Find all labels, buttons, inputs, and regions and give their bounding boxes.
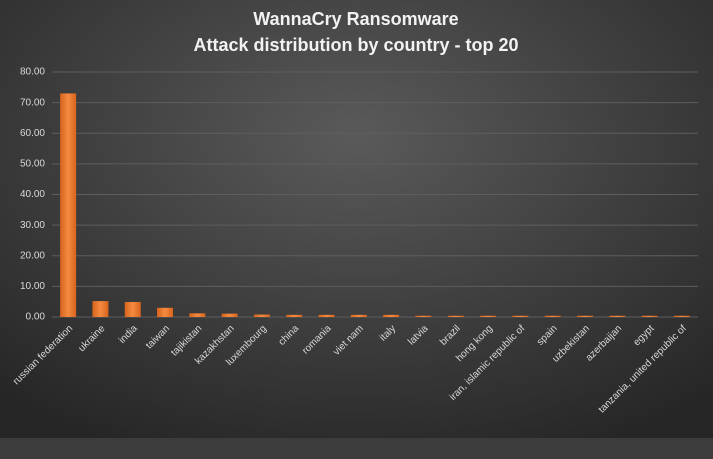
- bar: [576, 315, 593, 317]
- bar: [641, 315, 658, 317]
- bar: [447, 315, 464, 317]
- chart-subtitle: Attack distribution by country - top 20: [193, 35, 518, 55]
- bar: [318, 314, 335, 317]
- bar: [350, 314, 367, 317]
- y-tick-label: 10.00: [20, 281, 45, 292]
- y-tick-label: 0.00: [26, 312, 46, 323]
- y-tick-label: 40.00: [20, 189, 45, 200]
- bar: [221, 313, 238, 317]
- bar: [124, 301, 141, 317]
- y-tick-label: 50.00: [20, 159, 45, 170]
- bar: [609, 315, 626, 317]
- bar: [383, 314, 400, 317]
- bar: [512, 315, 529, 317]
- y-tick-label: 60.00: [20, 128, 45, 139]
- bar: [544, 315, 561, 317]
- y-tick-label: 30.00: [20, 220, 45, 231]
- bar: [480, 315, 497, 317]
- bar: [415, 315, 432, 317]
- y-tick-label: 70.00: [20, 97, 45, 108]
- y-tick-label: 80.00: [20, 67, 45, 78]
- y-tick-label: 20.00: [20, 250, 45, 261]
- bar: [60, 93, 77, 317]
- bottom-strip: [0, 438, 713, 459]
- bar: [157, 307, 174, 317]
- bar: [286, 314, 303, 317]
- chart-title: WannaCry Ransomware: [253, 9, 458, 29]
- bar: [189, 313, 206, 317]
- bar: [253, 314, 270, 317]
- bar: [92, 301, 109, 317]
- bar: [673, 315, 690, 317]
